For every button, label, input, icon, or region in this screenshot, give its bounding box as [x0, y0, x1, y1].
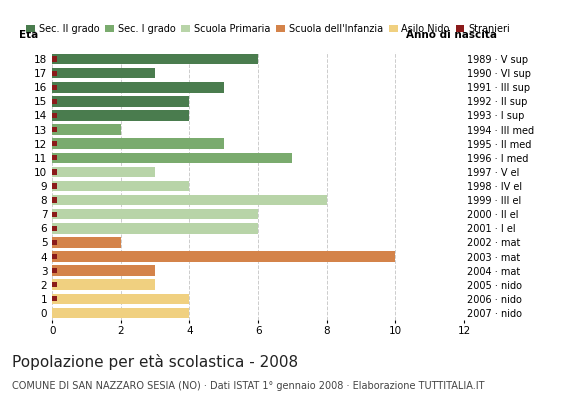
- Bar: [52, 226, 57, 231]
- Text: Età: Età: [19, 30, 38, 40]
- Bar: [52, 169, 57, 174]
- Bar: [52, 138, 224, 149]
- Bar: [52, 167, 155, 177]
- Bar: [52, 198, 57, 203]
- Text: COMUNE DI SAN NAZZARO SESIA (NO) · Dati ISTAT 1° gennaio 2008 · Elaborazione TUT: COMUNE DI SAN NAZZARO SESIA (NO) · Dati …: [12, 381, 484, 391]
- Text: Anno di nascita: Anno di nascita: [406, 30, 497, 40]
- Bar: [52, 127, 57, 132]
- Bar: [52, 268, 57, 273]
- Bar: [52, 280, 155, 290]
- Bar: [52, 113, 57, 118]
- Bar: [52, 181, 190, 191]
- Bar: [52, 99, 57, 104]
- Bar: [52, 82, 224, 92]
- Bar: [52, 155, 57, 160]
- Bar: [52, 183, 57, 189]
- Bar: [52, 251, 396, 262]
- Bar: [52, 237, 121, 248]
- Bar: [52, 240, 57, 245]
- Bar: [52, 223, 258, 234]
- Bar: [52, 212, 57, 217]
- Bar: [52, 308, 190, 318]
- Bar: [52, 141, 57, 146]
- Bar: [52, 254, 57, 259]
- Text: Popolazione per età scolastica - 2008: Popolazione per età scolastica - 2008: [12, 354, 298, 370]
- Bar: [52, 70, 57, 76]
- Bar: [52, 294, 190, 304]
- Bar: [52, 296, 57, 302]
- Bar: [52, 54, 258, 64]
- Bar: [52, 85, 57, 90]
- Bar: [52, 282, 57, 287]
- Bar: [52, 68, 155, 78]
- Bar: [52, 209, 258, 220]
- Bar: [52, 195, 327, 205]
- Bar: [52, 96, 190, 107]
- Bar: [52, 265, 155, 276]
- Bar: [52, 152, 292, 163]
- Bar: [52, 124, 121, 135]
- Bar: [52, 56, 57, 62]
- Bar: [52, 110, 190, 121]
- Legend: Sec. II grado, Sec. I grado, Scuola Primaria, Scuola dell'Infanzia, Asilo Nido, : Sec. II grado, Sec. I grado, Scuola Prim…: [24, 22, 512, 36]
